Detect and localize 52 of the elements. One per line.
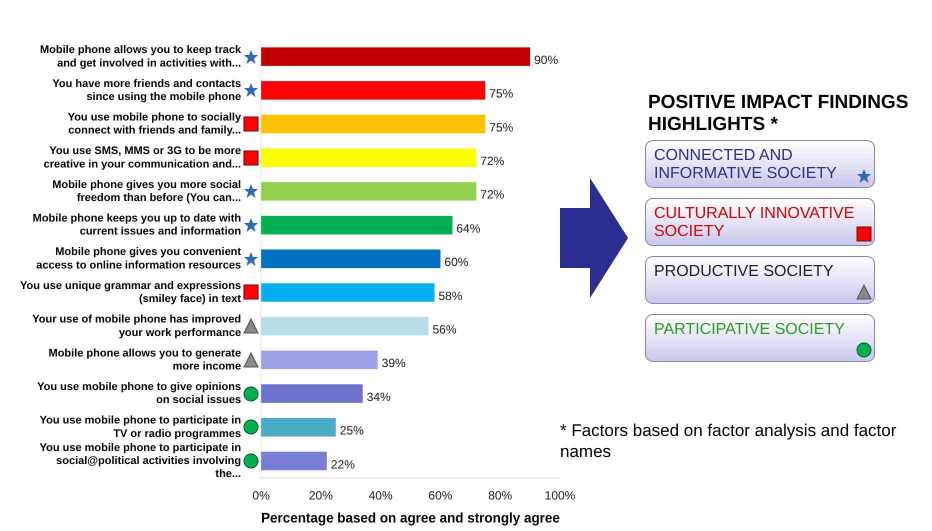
- x-tick-label: 40%: [368, 488, 393, 502]
- bar: [261, 316, 428, 336]
- bar: [261, 250, 440, 268]
- bar: [261, 81, 486, 100]
- data-label: 75%: [489, 86, 514, 101]
- y-tick-label: You use unique grammar and expressions (smiley face) in text: [20, 280, 242, 306]
- bar: [261, 283, 434, 302]
- text: CONNECTED AND INFORMATIVE SOCIETY: [645, 140, 875, 188]
- y-tick-label: You use SMS, MMS or 3G to be more creative in your communication and...: [44, 145, 242, 170]
- y-tick-label: You have more friends and contacts since using the mobile phone: [52, 78, 242, 103]
- x-tick-label: 80%: [488, 488, 513, 502]
- bar: [261, 418, 336, 437]
- data-label: 90%: [534, 52, 558, 67]
- y-tick-label: You use mobile phone to participate in TV or radio programmes: [40, 414, 242, 440]
- bar: [261, 114, 486, 134]
- text: PRODUCTIVE SOCIETY: [645, 256, 875, 304]
- y-tick-label: Mobile phone allows you to keep track and get involved in activities with...: [40, 44, 242, 70]
- data-label: 22%: [330, 457, 356, 472]
- bar: [261, 350, 378, 370]
- data-label: 39%: [382, 356, 406, 370]
- bar: [261, 452, 327, 470]
- x-tick-label: 60%: [428, 488, 453, 502]
- x-tick-label: 0%: [252, 488, 270, 502]
- y-tick-label: Mobile phone keeps you up to date with current issues and information: [32, 212, 242, 238]
- y-tick-label: Mobile phone gives you more social freedom than before (You can...: [52, 178, 242, 204]
- bar: [261, 384, 363, 403]
- y-tick-label: Mobile phone gives you convenient access to online information resources: [36, 246, 242, 272]
- bar: [261, 182, 476, 201]
- y-tick-label: You use mobile phone to socially connect with friends and family...: [68, 111, 242, 137]
- annotation: * Factors based on factor analysis and factor names: [560, 420, 898, 462]
- data-label: 60%: [444, 255, 469, 270]
- data-label: 72%: [480, 188, 505, 202]
- y-tick-label: You use mobile phone to give opinions on social issues: [37, 381, 242, 406]
- data-label: 64%: [456, 221, 481, 236]
- y-tick-label: Your use of mobile phone has improved your work performance: [32, 314, 242, 339]
- bar: [261, 47, 530, 66]
- text: PARTICIPATIVE SOCIETY: [645, 314, 875, 362]
- data-label: 56%: [432, 322, 457, 336]
- text: POSITIVE IMPACT FINDINGS HIGHLIGHTS *: [648, 92, 910, 136]
- x-tick-label: 100%: [544, 488, 576, 502]
- y-tick-label: You use mobile phone to participate in social@political activities involving the...: [40, 442, 242, 480]
- text: CULTURALLY INNOVATIVE SOCIETY: [645, 198, 875, 246]
- x-tick-label: 20%: [308, 488, 334, 502]
- bar: [261, 148, 476, 167]
- x-axis-title: Percentage based on agree and strongly agree: [261, 510, 560, 526]
- data-label: 75%: [489, 120, 514, 134]
- y-tick-label: Mobile phone allows you to generate more income: [48, 347, 242, 373]
- data-label: 72%: [480, 154, 505, 168]
- data-label: 34%: [366, 390, 392, 404]
- data-label: 58%: [438, 288, 463, 303]
- data-label: 25%: [340, 424, 364, 438]
- bar: [261, 216, 452, 234]
